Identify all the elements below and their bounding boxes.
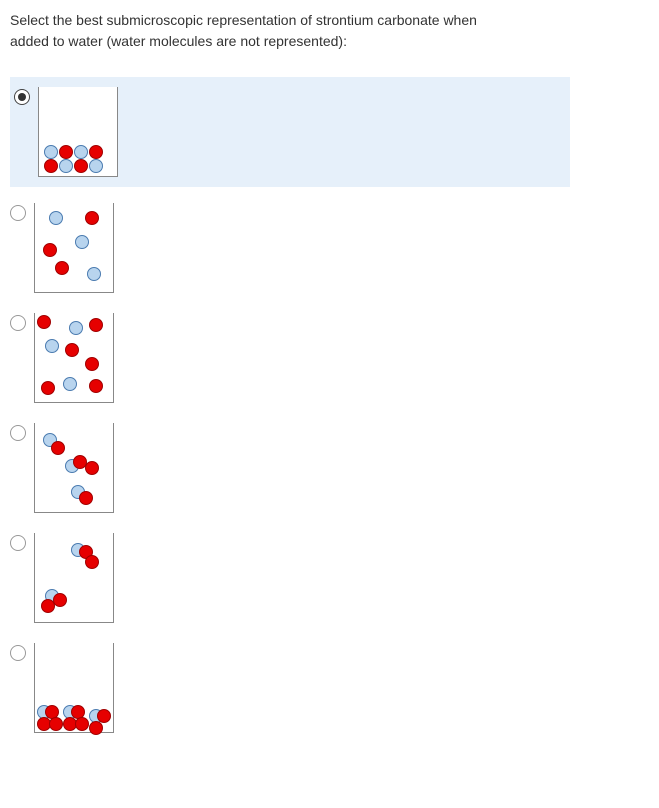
red-particle xyxy=(53,593,67,607)
red-particle xyxy=(44,159,58,173)
red-particle xyxy=(41,381,55,395)
red-particle xyxy=(59,145,73,159)
radio-button[interactable] xyxy=(10,535,26,551)
radio-button[interactable] xyxy=(10,315,26,331)
radio-button[interactable] xyxy=(10,645,26,661)
blue-particle xyxy=(89,159,103,173)
red-particle xyxy=(51,441,65,455)
red-particle xyxy=(85,555,99,569)
red-particle xyxy=(75,717,89,731)
beaker-diagram xyxy=(34,533,114,623)
red-particle xyxy=(79,491,93,505)
blue-particle xyxy=(49,211,63,225)
blue-particle xyxy=(75,235,89,249)
beaker-diagram xyxy=(34,643,114,733)
red-particle xyxy=(37,315,51,329)
beaker-diagram xyxy=(38,87,118,177)
red-particle xyxy=(85,461,99,475)
red-particle xyxy=(41,599,55,613)
red-particle xyxy=(55,261,69,275)
beaker-diagram xyxy=(34,203,114,293)
radio-button[interactable] xyxy=(10,425,26,441)
beaker-diagram xyxy=(34,313,114,403)
blue-particle xyxy=(69,321,83,335)
blue-particle xyxy=(74,145,88,159)
option-row-3[interactable] xyxy=(10,419,649,517)
red-particle xyxy=(89,379,103,393)
red-particle xyxy=(89,721,103,735)
red-particle xyxy=(85,357,99,371)
red-particle xyxy=(74,159,88,173)
blue-particle xyxy=(44,145,58,159)
option-row-2[interactable] xyxy=(10,309,649,407)
blue-particle xyxy=(63,377,77,391)
radio-button[interactable] xyxy=(10,205,26,221)
blue-particle xyxy=(45,339,59,353)
radio-button[interactable] xyxy=(14,89,30,105)
blue-particle xyxy=(87,267,101,281)
option-row-5[interactable] xyxy=(10,639,649,737)
blue-particle xyxy=(59,159,73,173)
red-particle xyxy=(89,145,103,159)
question-text: Select the best submicroscopic represent… xyxy=(10,10,510,52)
option-row-1[interactable] xyxy=(10,199,649,297)
red-particle xyxy=(89,318,103,332)
red-particle xyxy=(65,343,79,357)
red-particle xyxy=(43,243,57,257)
option-row-0[interactable] xyxy=(10,77,570,187)
red-particle xyxy=(49,717,63,731)
options-container xyxy=(10,77,649,737)
red-particle xyxy=(85,211,99,225)
option-row-4[interactable] xyxy=(10,529,649,627)
beaker-diagram xyxy=(34,423,114,513)
